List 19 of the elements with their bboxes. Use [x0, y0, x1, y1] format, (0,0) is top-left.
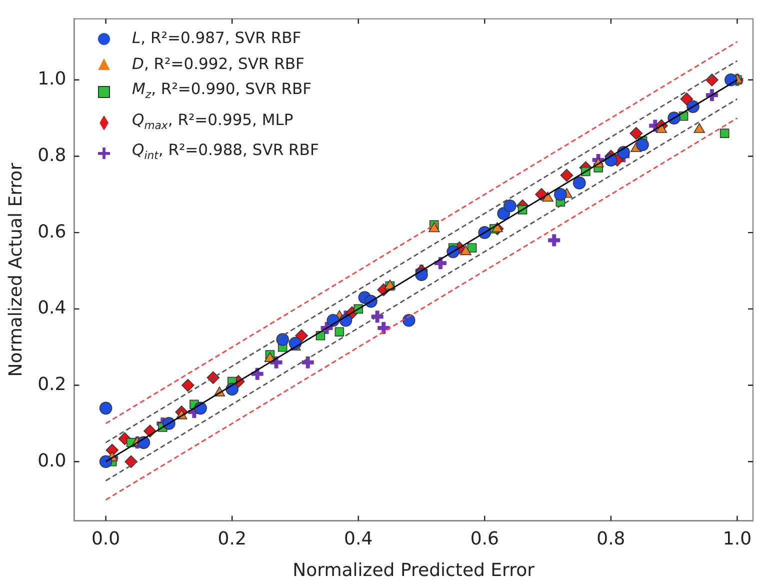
x-tick-label: 0.2	[218, 528, 246, 550]
y-tick-label: 1.0	[38, 68, 66, 90]
legend-label: L, R²=0.987, SVR RBF	[132, 29, 302, 47]
x-tick-label: 0.6	[470, 528, 499, 550]
y-tick-label: 0.0	[38, 450, 66, 472]
y-tick-label: 0.6	[38, 221, 66, 242]
legend-label: Q$_{max}$, R²=0.995, MLP	[132, 110, 294, 132]
legend-label: Q$_{int}$, R²=0.988, SVR RBF	[132, 141, 319, 162]
y-tick-label: 0.8	[38, 144, 66, 166]
x-axis-title: Normalized Predicted Error	[292, 560, 536, 581]
legend-label: D, R²=0.992, SVR RBF	[132, 54, 304, 72]
y-axis-title: Normalized Actual Error	[5, 162, 26, 377]
x-tick-label: 0.8	[596, 528, 626, 550]
y-tick-label: 0.2	[38, 374, 66, 395]
x-tick-label: 1.0	[722, 528, 752, 550]
legend-label: M$_{z}$, R²=0.990, SVR RBF	[132, 80, 312, 102]
x-tick-label: 0.4	[344, 528, 373, 550]
x-tick-label: 0.0	[91, 528, 120, 550]
y-tick-label: 0.4	[38, 298, 66, 319]
